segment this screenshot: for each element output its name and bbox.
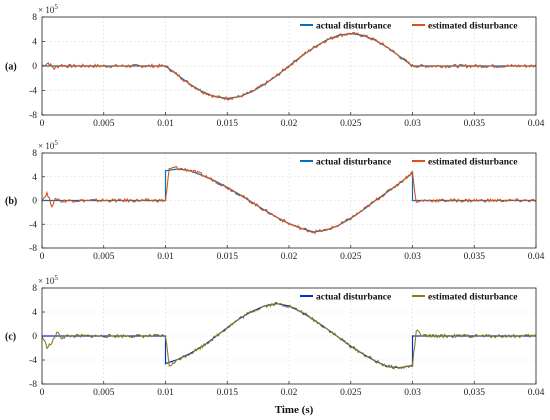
- x-tick-label: 0.025: [340, 388, 362, 398]
- legend-entry: estimated disturbance: [428, 21, 517, 31]
- x-tick-label: 0.025: [340, 252, 362, 262]
- x-tick-label: 0.035: [464, 388, 486, 398]
- x-tick-label: 0.015: [217, 388, 239, 398]
- x-tick-label: 0.02: [281, 252, 298, 262]
- y-tick-label: 4: [32, 38, 37, 48]
- x-tick-label: 0.035: [464, 119, 486, 129]
- panel-2: 0 0.005 0.01 0.015 0.02 0.025 0.03 0.035 0.04 8 4 0…: [5, 139, 545, 262]
- x-tick-label: 0.005: [93, 252, 115, 262]
- y-multiplier: × 105: [38, 139, 58, 151]
- y-tick-label: -4: [29, 356, 37, 366]
- x-tick-label: 0.04: [528, 388, 545, 398]
- axes-frame: [41, 152, 537, 249]
- x-tick-label: 0.01: [157, 252, 174, 262]
- x-tick-label: 0.035: [464, 252, 486, 262]
- panel-label: (b): [5, 196, 17, 207]
- series-line-estimated: [42, 166, 536, 235]
- y-tick-label: 4: [32, 173, 37, 183]
- y-tick-label: 8: [32, 149, 37, 159]
- series-line-estimated: [42, 32, 536, 101]
- y-tick-label: -4: [29, 87, 37, 97]
- y-multiplier: × 105: [38, 274, 58, 286]
- x-tick-label: 0.04: [528, 252, 545, 262]
- y-tick-label: 0: [32, 332, 37, 342]
- y-tick-label: -8: [29, 244, 37, 254]
- x-tick-label: 0: [40, 252, 45, 262]
- legend-entry: actual disturbance: [316, 21, 391, 31]
- legend: actual disturbance estimated disturbance: [300, 157, 517, 167]
- x-tick-label: 0.03: [404, 252, 421, 262]
- legend-entry: actual disturbance: [316, 157, 391, 167]
- x-axis-label: Time (s): [275, 404, 314, 416]
- x-tick-label: 0.025: [340, 119, 362, 129]
- legend-entry: estimated disturbance: [428, 292, 517, 302]
- y-tick-label: -4: [29, 220, 37, 230]
- x-tick-label: 0.03: [404, 388, 421, 398]
- axes-frame: [41, 287, 537, 385]
- x-tick-label: 0.02: [281, 119, 298, 129]
- x-tick-label: 0.015: [217, 252, 239, 262]
- legend: actual disturbance estimated disturbance: [300, 292, 517, 302]
- panel-label: (c): [5, 332, 16, 343]
- axes-frame: [41, 16, 537, 116]
- x-tick-label: 0: [40, 388, 45, 398]
- x-tick-label: 0.02: [281, 388, 298, 398]
- panel-1: 0 0.005 0.01 0.015 0.02 0.025 0.03 0.035 0.04 8 4 0…: [5, 3, 545, 129]
- x-tick-label: 0.04: [528, 119, 545, 129]
- y-tick-label: 8: [32, 13, 37, 23]
- y-tick-label: -8: [29, 380, 37, 390]
- y-tick-label: 0: [32, 62, 37, 72]
- x-tick-label: 0.005: [93, 119, 115, 129]
- legend: actual disturbance estimated disturbance: [300, 21, 517, 31]
- x-tick-label: 0.01: [157, 388, 174, 398]
- y-tick-label: 4: [32, 308, 37, 318]
- legend-entry: actual disturbance: [316, 292, 391, 302]
- panel-label: (a): [5, 62, 17, 73]
- y-tick-label: 8: [32, 284, 37, 294]
- y-tick-label: 0: [32, 197, 37, 207]
- series-line-estimated: [42, 301, 536, 370]
- x-tick-label: 0.01: [157, 119, 174, 129]
- panel-3: 0 0.005 0.01 0.015 0.02 0.025 0.03 0.035 0.04 8 4 0…: [5, 274, 545, 398]
- x-tick-label: 0: [40, 119, 45, 129]
- y-multiplier: × 105: [38, 3, 58, 15]
- x-tick-label: 0.005: [93, 388, 115, 398]
- x-tick-label: 0.015: [217, 119, 239, 129]
- x-tick-label: 0.03: [404, 119, 421, 129]
- y-tick-label: -8: [29, 111, 37, 121]
- legend-entry: estimated disturbance: [428, 157, 517, 167]
